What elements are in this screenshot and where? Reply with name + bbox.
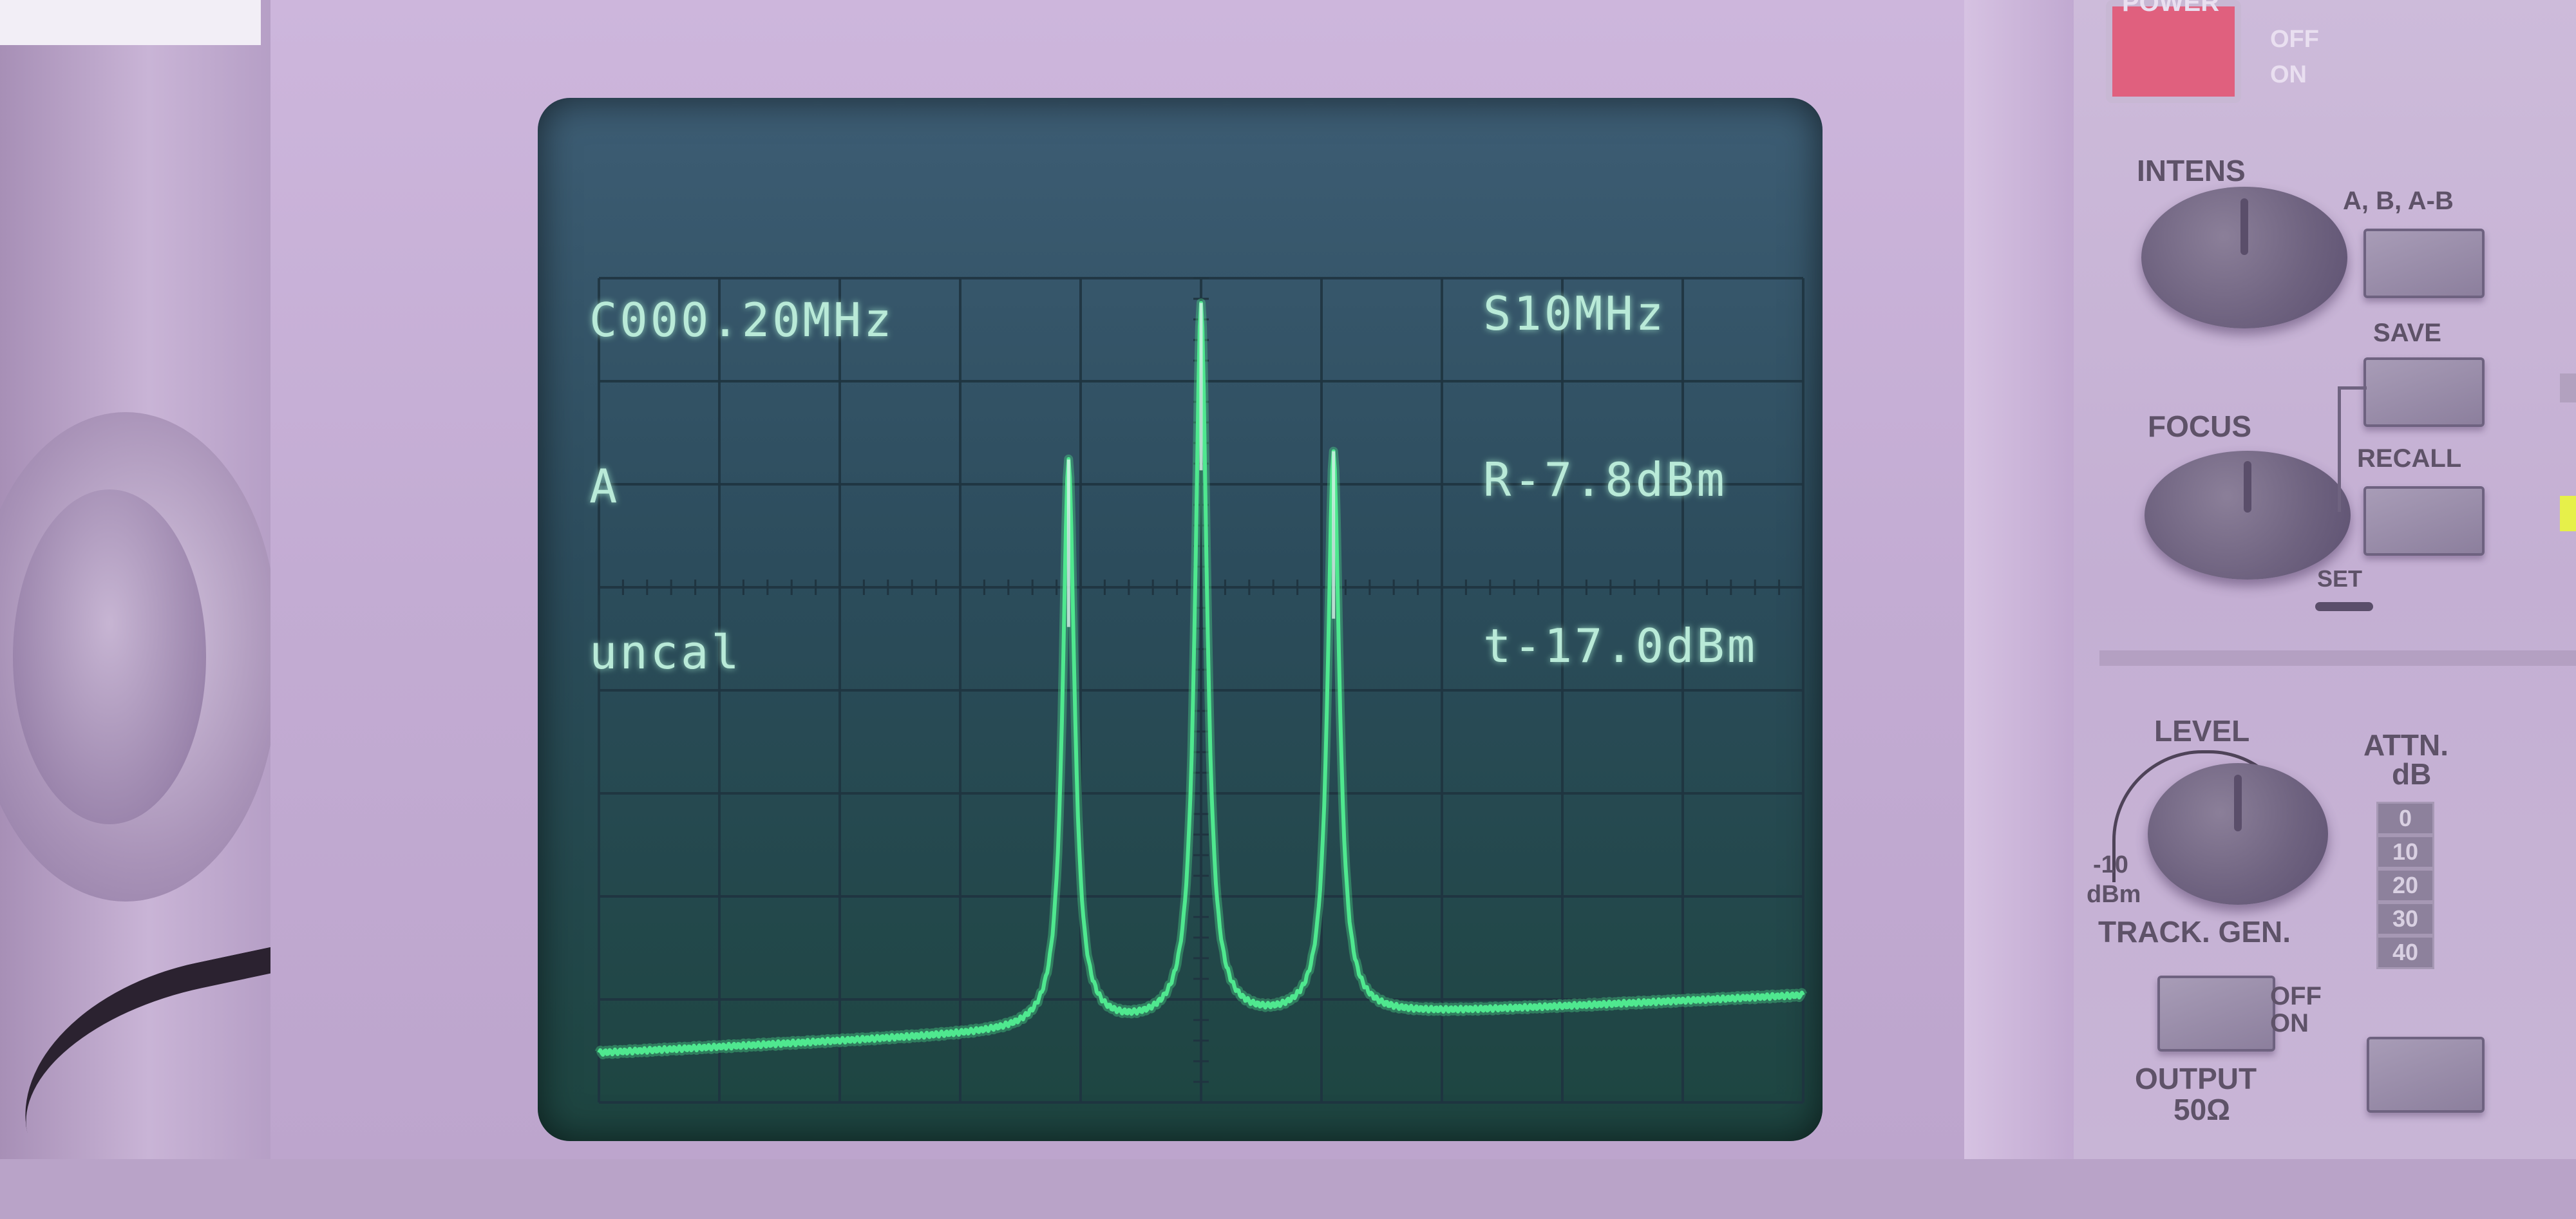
ab-label: A, B, A-B bbox=[2343, 187, 2454, 215]
attn-button-20[interactable]: 20 bbox=[2376, 869, 2434, 902]
output-label: OUTPUT bbox=[2135, 1062, 2257, 1095]
center-frequency-readout: C000.20MHz bbox=[589, 293, 895, 347]
adjacent-instrument-knob-face bbox=[13, 489, 206, 824]
focus-label: FOCUS bbox=[2148, 410, 2251, 443]
tracking-level-readout: t-17.0dBm bbox=[1483, 619, 1758, 673]
save-label: SAVE bbox=[2373, 319, 2441, 347]
save-button[interactable] bbox=[2363, 357, 2485, 427]
side-tab bbox=[2560, 373, 2576, 402]
recall-button[interactable] bbox=[2363, 486, 2485, 556]
tracking-generator-label: TRACK. GEN. bbox=[2098, 915, 2291, 949]
attn-button-10[interactable]: 10 bbox=[2376, 835, 2434, 869]
attn-unit-label: dB bbox=[2392, 757, 2432, 791]
reference-level-readout: R-7.8dBm bbox=[1483, 453, 1727, 507]
screen-readout-right: S10MHz R-7.8dBm t-17.0dBm bbox=[1483, 175, 1757, 784]
attn-button-30[interactable]: 30 bbox=[2376, 902, 2434, 936]
spectrum-display bbox=[594, 277, 1808, 1104]
crt-screen: C000.20MHz A uncal S10MHz R-7.8dBm t-17.… bbox=[538, 98, 1823, 1141]
set-label: SET bbox=[2317, 565, 2363, 592]
save-recall-bracket bbox=[2338, 386, 2367, 512]
background-window bbox=[0, 0, 261, 45]
level-unit-label: dBm bbox=[2087, 881, 2141, 908]
control-panel bbox=[2074, 0, 2576, 1159]
track-off-label: OFF bbox=[2270, 982, 2322, 1010]
track-on-label: ON bbox=[2270, 1009, 2309, 1037]
level-label: LEVEL bbox=[2154, 714, 2250, 748]
bezel-edge bbox=[1964, 0, 2074, 1159]
power-on-label: ON bbox=[2270, 61, 2307, 88]
intensity-knob[interactable] bbox=[2141, 187, 2347, 328]
power-off-label: OFF bbox=[2270, 26, 2319, 53]
tracking-generator-button[interactable] bbox=[2157, 976, 2275, 1052]
output-button[interactable] bbox=[2367, 1037, 2485, 1113]
attn-button-0[interactable]: 0 bbox=[2376, 802, 2434, 835]
set-indicator bbox=[2315, 602, 2373, 611]
span-readout: S10MHz bbox=[1483, 287, 1667, 341]
attenuation-buttons: 0 10 20 30 40 bbox=[2376, 802, 2434, 969]
ab-button[interactable] bbox=[2363, 229, 2485, 298]
intens-label: INTENS bbox=[2137, 154, 2246, 187]
screen-readout-left: C000.20MHz A uncal bbox=[589, 182, 894, 791]
attn-label: ATTN. bbox=[2363, 728, 2449, 762]
uncal-indicator: uncal bbox=[589, 625, 742, 679]
status-led bbox=[2560, 496, 2576, 531]
power-label: POWER bbox=[2122, 0, 2220, 17]
recall-label: RECALL bbox=[2357, 444, 2462, 473]
output-impedance-label: 50Ω bbox=[2174, 1093, 2231, 1126]
power-button[interactable] bbox=[2106, 0, 2241, 103]
input-channel-readout: A bbox=[589, 459, 620, 513]
attn-button-40[interactable]: 40 bbox=[2376, 936, 2434, 969]
panel-divider bbox=[2099, 650, 2576, 666]
focus-knob[interactable] bbox=[2145, 451, 2351, 580]
level-knob[interactable] bbox=[2148, 763, 2328, 905]
level-min-label: -10 bbox=[2093, 851, 2128, 878]
